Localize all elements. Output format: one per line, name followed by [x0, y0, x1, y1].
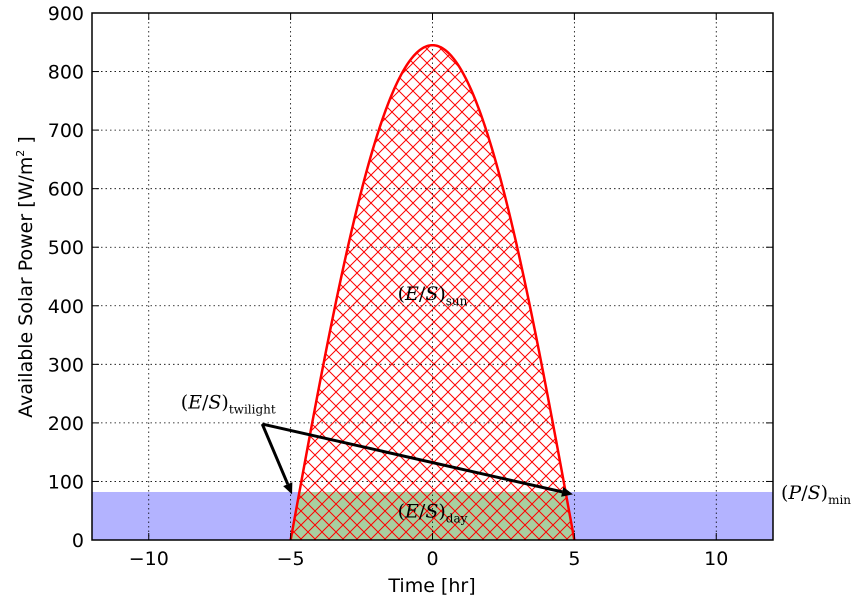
y-axis-title-sup: 2	[14, 150, 27, 157]
y-tick-label: 300	[48, 354, 84, 376]
min-power-label: (P/S)min	[781, 482, 851, 507]
twilight-arrow-left-head	[283, 482, 293, 495]
x-tick-label: −5	[277, 548, 305, 570]
twilight-energy-label: (E/S)twilight	[181, 391, 276, 416]
x-tick-label: −10	[129, 548, 169, 570]
x-tick-label: 10	[704, 548, 728, 570]
y-tick-label: 200	[48, 413, 84, 435]
sun-energy-label: (E/S)sun	[398, 283, 468, 308]
twilight-arrow-left	[260, 423, 290, 485]
twilight-arrow-right	[261, 422, 563, 494]
y-axis-title-main: Available Solar Power [W/m	[15, 157, 37, 418]
x-axis-title: Time [hr]	[387, 575, 475, 597]
x-tick-label: 5	[568, 548, 580, 570]
x-tick-label: 0	[426, 548, 438, 570]
twilight-arrow-right-head	[561, 487, 573, 497]
solar-power-curve	[289, 43, 576, 540]
y-tick-label: 500	[48, 237, 84, 259]
y-axis-title-end: ]	[15, 136, 37, 149]
y-tick-label: 800	[48, 62, 84, 84]
y-tick-label: 600	[48, 179, 84, 201]
y-tick-label: 100	[48, 471, 84, 493]
plot-area	[91, 12, 774, 541]
day-energy-label: (E/S)day	[398, 501, 468, 526]
y-tick-label: 0	[72, 530, 84, 552]
y-axis-title: Available Solar Power [W/m2 ]	[14, 136, 37, 418]
y-tick-label: 700	[48, 120, 84, 142]
y-tick-label: 900	[48, 3, 84, 25]
y-tick-label: 400	[48, 296, 84, 318]
